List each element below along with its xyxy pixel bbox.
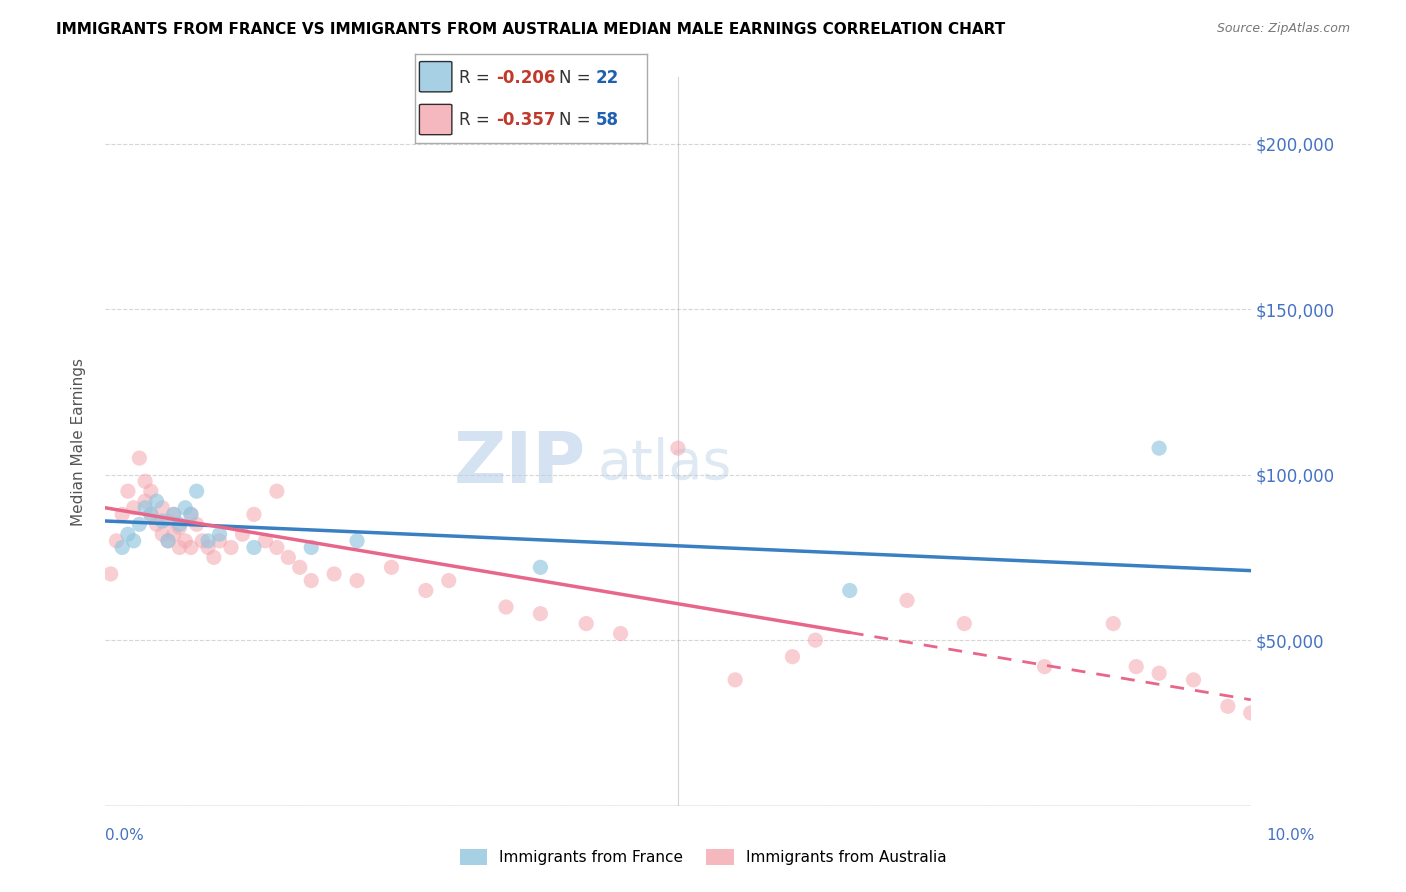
Point [1147, 666, 1170, 681]
Point [208, 527, 231, 541]
Point [529, 560, 551, 574]
Point [299, 541, 322, 555]
Point [134, 475, 156, 489]
Point [346, 533, 368, 548]
Point [243, 541, 266, 555]
Point [111, 541, 134, 555]
Point [100, 566, 122, 581]
Text: 58: 58 [596, 111, 619, 128]
Point [156, 514, 179, 528]
Point [145, 517, 167, 532]
Legend: Immigrants from France, Immigrants from Australia: Immigrants from France, Immigrants from … [453, 843, 953, 871]
Point [105, 533, 128, 548]
Point [666, 441, 689, 455]
Point [169, 541, 191, 555]
Point [139, 508, 162, 522]
Point [180, 541, 202, 555]
Text: atlas: atlas [598, 436, 733, 491]
Point [174, 533, 197, 548]
Point [163, 527, 186, 541]
Point [150, 500, 173, 515]
Point [117, 484, 139, 499]
Point [156, 533, 179, 548]
Point [299, 574, 322, 588]
Text: 10.0%: 10.0% [1267, 828, 1315, 843]
Point [186, 484, 208, 499]
FancyBboxPatch shape [419, 104, 451, 135]
Point [202, 550, 225, 565]
Point [128, 517, 150, 532]
Point [150, 514, 173, 528]
Point [197, 533, 219, 548]
Point [953, 616, 976, 631]
Point [495, 600, 517, 615]
Point [575, 616, 598, 631]
FancyBboxPatch shape [419, 62, 451, 92]
Point [346, 574, 368, 588]
Point [529, 607, 551, 621]
Point [243, 508, 266, 522]
Point [163, 508, 186, 522]
Point [415, 583, 437, 598]
Point [197, 541, 219, 555]
Point [134, 494, 156, 508]
Point [782, 649, 804, 664]
Point [896, 593, 918, 607]
Point [266, 484, 288, 499]
Point [323, 566, 346, 581]
Point [266, 541, 288, 555]
Point [804, 633, 827, 648]
Point [169, 517, 191, 532]
Point [1182, 673, 1205, 687]
Point [1240, 706, 1263, 720]
Text: 22: 22 [596, 70, 619, 87]
Point [288, 560, 311, 574]
Point [139, 484, 162, 499]
Point [169, 520, 191, 534]
Point [1125, 659, 1147, 673]
Text: Source: ZipAtlas.com: Source: ZipAtlas.com [1216, 22, 1350, 36]
Point [122, 500, 145, 515]
Point [111, 508, 134, 522]
Point [128, 451, 150, 466]
Point [117, 527, 139, 541]
Text: R =: R = [458, 111, 495, 128]
Text: 0.0%: 0.0% [105, 828, 145, 843]
Text: IMMIGRANTS FROM FRANCE VS IMMIGRANTS FROM AUSTRALIA MEDIAN MALE EARNINGS CORRELA: IMMIGRANTS FROM FRANCE VS IMMIGRANTS FRO… [56, 22, 1005, 37]
Point [838, 583, 860, 598]
Text: N =: N = [558, 70, 596, 87]
Point [1216, 699, 1239, 714]
Point [139, 508, 162, 522]
Point [156, 533, 179, 548]
Point [163, 508, 186, 522]
Text: ZIP: ZIP [454, 429, 586, 498]
Point [219, 541, 242, 555]
Point [1147, 441, 1170, 455]
Text: -0.206: -0.206 [496, 70, 555, 87]
Text: N =: N = [558, 111, 596, 128]
Point [609, 626, 631, 640]
Point [150, 527, 173, 541]
Point [145, 494, 167, 508]
Point [1033, 659, 1056, 673]
Point [208, 533, 231, 548]
Point [180, 508, 202, 522]
Point [174, 500, 197, 515]
Point [180, 508, 202, 522]
Point [277, 550, 299, 565]
Text: R =: R = [458, 70, 495, 87]
Point [191, 533, 214, 548]
Point [134, 500, 156, 515]
Point [380, 560, 402, 574]
Point [437, 574, 460, 588]
Point [1102, 616, 1125, 631]
Point [122, 533, 145, 548]
Text: -0.357: -0.357 [496, 111, 555, 128]
Point [231, 527, 253, 541]
Point [186, 517, 208, 532]
Point [724, 673, 747, 687]
Point [254, 533, 277, 548]
Y-axis label: Median Male Earnings: Median Male Earnings [72, 358, 86, 525]
